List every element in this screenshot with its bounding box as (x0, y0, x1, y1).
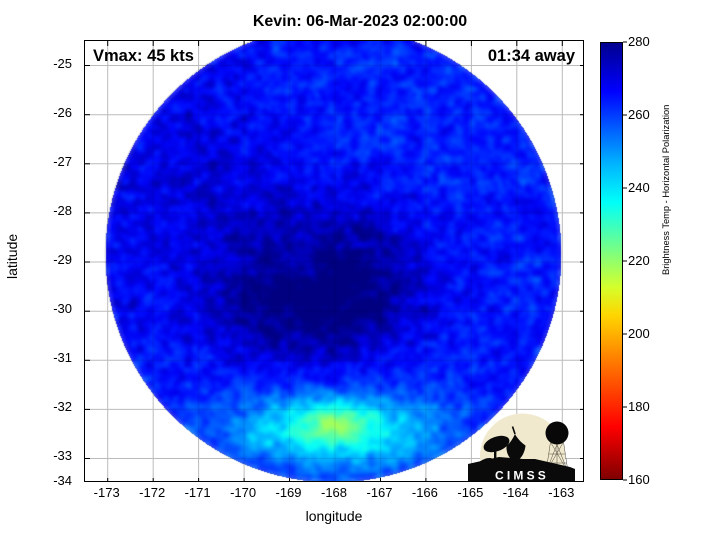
svg-text:CIMSS: CIMSS (495, 469, 549, 483)
